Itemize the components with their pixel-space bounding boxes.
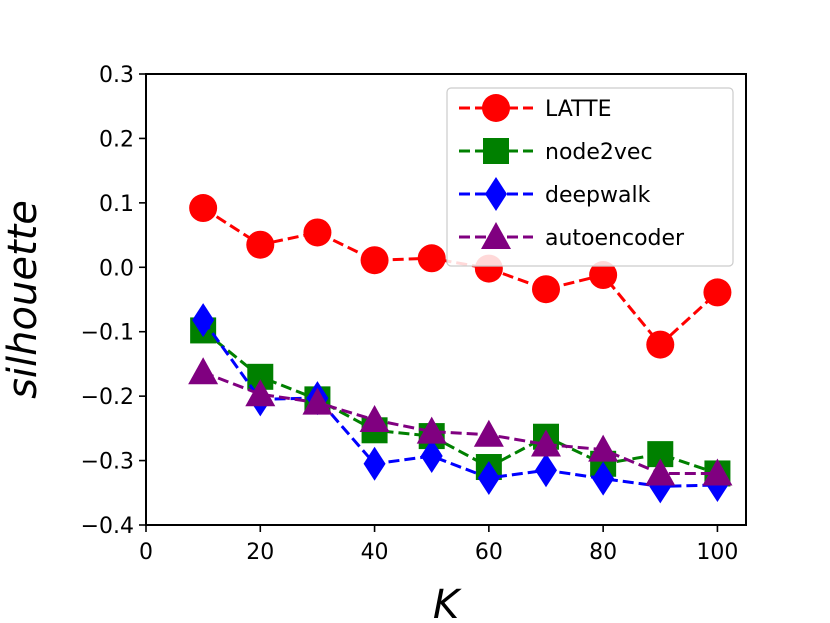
y-tick-label: −0.3 [81, 450, 134, 475]
series-line-deepwalk [201, 319, 718, 488]
plot-layer [188, 194, 733, 504]
legend-item-autoencoder: autoencoder [459, 222, 685, 251]
data-point-autoencoder [531, 429, 561, 457]
data-point-autoencoder [245, 379, 276, 407]
y-tick-label: −0.4 [81, 514, 134, 539]
data-point-deepwalk [592, 461, 615, 496]
x-tick-label: 20 [246, 540, 274, 565]
y-tick-label: −0.1 [81, 321, 134, 346]
plot-frame [145, 73, 747, 526]
legend-item-deepwalk: deepwalk [459, 177, 651, 211]
data-point-autoencoder [473, 419, 504, 447]
y-tick-label: −0.2 [81, 385, 134, 410]
x-tick-label: 80 [589, 540, 617, 565]
series-line-node2vec [202, 329, 718, 475]
y-tick-label: 0.0 [99, 256, 134, 281]
data-point-deepwalk [363, 446, 386, 481]
data-point-deepwalk [477, 460, 500, 495]
data-point-latte [246, 230, 275, 259]
series-line-autoencoder [202, 370, 718, 475]
data-point-deepwalk [420, 439, 443, 474]
legend-label: deepwalk [545, 183, 651, 208]
legend-marker-circle [482, 94, 510, 122]
x-tick-label: 60 [475, 540, 503, 565]
data-point-autoencoder [302, 387, 333, 415]
data-point-autoencoder [645, 458, 676, 486]
legend: LATTE node2vec deepwalk autoencoder [446, 87, 734, 267]
y-tick-label: 0.2 [99, 127, 134, 152]
data-point-deepwalk [192, 303, 215, 338]
legend-marker-diamond [485, 177, 507, 211]
legend-label: LATTE [545, 97, 612, 122]
legend-item-latte: LATTE [459, 94, 612, 122]
legend-marker-square [483, 138, 509, 164]
axes-layer: 0 20 40 60 80 100 −0.4 −0.3 −0.2 −0.1 0.0 0.1 0.2 0.3 [81, 63, 739, 565]
x-tick-label: 0 [139, 540, 153, 565]
data-point-autoencoder [702, 458, 733, 486]
data-point-latte [303, 218, 332, 247]
legend-label: autoencoder [545, 226, 685, 251]
y-tick-label: 0.3 [99, 63, 134, 88]
series-autoencoder [188, 357, 733, 486]
data-point-latte [360, 246, 389, 275]
data-point-autoencoder [416, 416, 447, 444]
x-axis-title: K [433, 582, 462, 623]
data-point-latte [646, 330, 675, 359]
data-point-latte [589, 261, 618, 290]
legend-marker-triangle [481, 222, 511, 249]
data-point-autoencoder [188, 357, 219, 385]
data-point-deepwalk [535, 453, 557, 488]
x-tick-label: 100 [696, 540, 738, 565]
legend-box [446, 87, 734, 267]
data-point-latte [703, 278, 732, 307]
legend-item-node2vec: node2vec [459, 138, 653, 165]
data-point-latte [417, 244, 446, 273]
y-tick-label: 0.1 [99, 192, 134, 217]
data-point-autoencoder [359, 404, 390, 432]
legend-label: node2vec [545, 140, 653, 165]
x-tick-label: 40 [361, 540, 389, 565]
data-point-autoencoder [588, 434, 619, 462]
data-point-latte [189, 194, 218, 223]
data-point-latte [532, 275, 560, 304]
y-axis-title: silhouette [0, 200, 46, 399]
